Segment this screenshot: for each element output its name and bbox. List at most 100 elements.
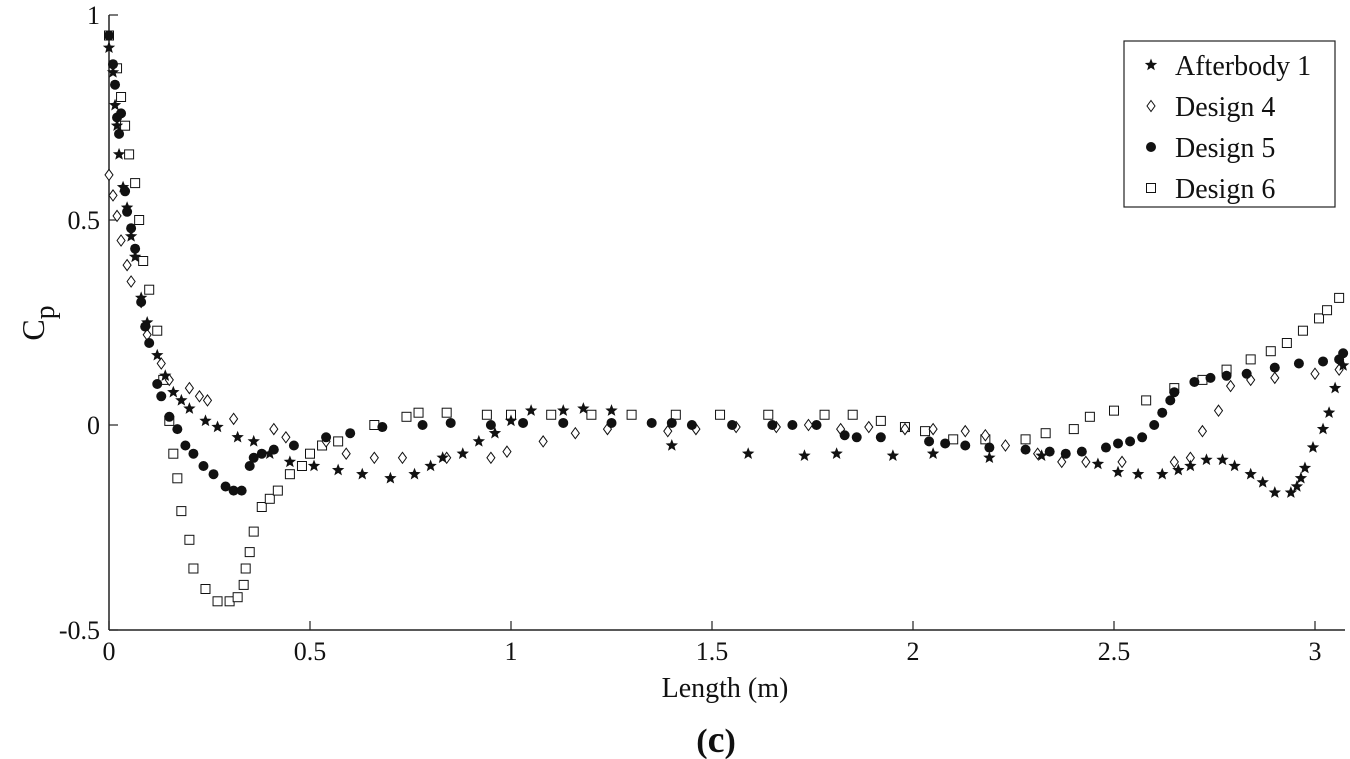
point-circle-53 [1044, 446, 1055, 457]
point-circle-63 [1169, 387, 1180, 398]
point-square-14 [176, 506, 187, 517]
point-star-33 [524, 404, 538, 416]
point-circle-55 [1076, 446, 1087, 457]
point-star-19 [247, 434, 260, 447]
series-circle [104, 30, 1349, 496]
point-star-60 [1298, 461, 1312, 474]
point-square-5 [130, 178, 141, 189]
point-diamond-15 [281, 430, 291, 444]
point-diamond-22 [502, 445, 512, 459]
point-circle-8 [126, 223, 137, 234]
point-star-0 [102, 41, 116, 54]
point-star-16 [199, 414, 212, 427]
point-circle-35 [518, 417, 529, 428]
point-circle-9 [130, 243, 141, 254]
point-star-64 [1328, 381, 1342, 394]
point-diamond-8 [156, 357, 166, 370]
point-square-28 [284, 469, 295, 480]
point-circle-61 [1157, 407, 1168, 418]
point-square-26 [264, 493, 275, 504]
point-square-45 [819, 409, 830, 420]
point-circle-37 [606, 417, 617, 428]
x-tick-label-3: 1.5 [696, 637, 729, 666]
point-square-62 [1265, 346, 1276, 357]
point-star-65 [1336, 359, 1350, 371]
point-circle-60 [1149, 420, 1160, 430]
point-star-38 [742, 447, 755, 459]
point-square-47 [875, 415, 886, 426]
point-square-40 [586, 409, 597, 420]
point-square-42 [670, 409, 681, 420]
point-star-45 [1091, 457, 1105, 470]
point-star-27 [424, 459, 437, 472]
point-diamond-23 [538, 435, 548, 448]
point-circle-20 [208, 469, 219, 480]
point-star-4 [112, 147, 126, 160]
point-square-16 [188, 563, 199, 574]
point-circle-23 [236, 485, 247, 496]
point-circle-46 [851, 432, 862, 443]
axes [108, 15, 1345, 631]
point-square-33 [369, 420, 380, 430]
point-square-18 [212, 596, 223, 607]
point-circle-52 [1020, 444, 1031, 455]
point-circle-44 [811, 420, 822, 430]
point-diamond-24 [570, 426, 580, 440]
point-star-62 [1316, 422, 1330, 435]
point-circle-24 [244, 461, 255, 471]
point-square-54 [1068, 424, 1079, 435]
point-star-51 [1200, 453, 1213, 466]
ticks [108, 14, 1316, 631]
point-square-21 [238, 579, 249, 590]
point-diamond-39 [1057, 455, 1067, 469]
point-diamond-2 [112, 209, 122, 223]
point-square-4 [124, 149, 135, 160]
point-circle-51 [984, 442, 995, 453]
point-circle-50 [960, 440, 971, 451]
point-star-22 [307, 459, 321, 472]
point-star-15 [183, 402, 196, 414]
point-star-41 [886, 449, 900, 462]
point-square-56 [1109, 405, 1119, 416]
point-circle-29 [321, 432, 332, 443]
point-square-30 [305, 448, 315, 459]
point-star-47 [1131, 467, 1145, 480]
point-diamond-30 [803, 418, 814, 432]
point-star-61 [1306, 441, 1320, 453]
point-diamond-44 [1197, 424, 1208, 438]
point-diamond-35 [960, 424, 970, 438]
point-star-50 [1184, 459, 1197, 472]
point-circle-28 [288, 440, 299, 451]
point-diamond-5 [126, 275, 136, 288]
point-star-56 [1268, 486, 1281, 498]
point-square-13 [172, 473, 183, 484]
point-star-3 [110, 119, 124, 131]
y-axis-label-subscript: p [30, 305, 61, 319]
point-star-32 [504, 414, 518, 427]
legend: Afterbody 1 Design 4 Design 5 Design 6 [1123, 40, 1336, 208]
point-circle-38 [646, 417, 657, 428]
point-circle-49 [940, 438, 951, 449]
point-star-40 [830, 447, 843, 459]
svg-text:Cp: Cp [15, 305, 61, 340]
point-star-17 [211, 420, 224, 433]
point-circle-40 [686, 420, 697, 430]
point-square-39 [546, 409, 557, 420]
point-star-5 [116, 180, 130, 193]
point-circle-10 [136, 297, 147, 307]
point-square-66 [1322, 305, 1333, 316]
point-star-21 [283, 455, 297, 468]
point-diamond-36 [980, 428, 990, 442]
legend-marker-3 [1146, 183, 1156, 193]
point-circle-27 [268, 444, 279, 455]
point-star-13 [167, 385, 180, 398]
point-square-8 [144, 284, 155, 295]
point-star-18 [231, 430, 244, 443]
point-star-30 [472, 434, 486, 447]
point-circle-68 [1269, 362, 1280, 373]
point-square-65 [1314, 313, 1325, 324]
point-circle-56 [1100, 442, 1111, 453]
point-square-15 [184, 534, 195, 545]
point-star-36 [605, 404, 618, 416]
point-circle-4 [114, 128, 125, 139]
